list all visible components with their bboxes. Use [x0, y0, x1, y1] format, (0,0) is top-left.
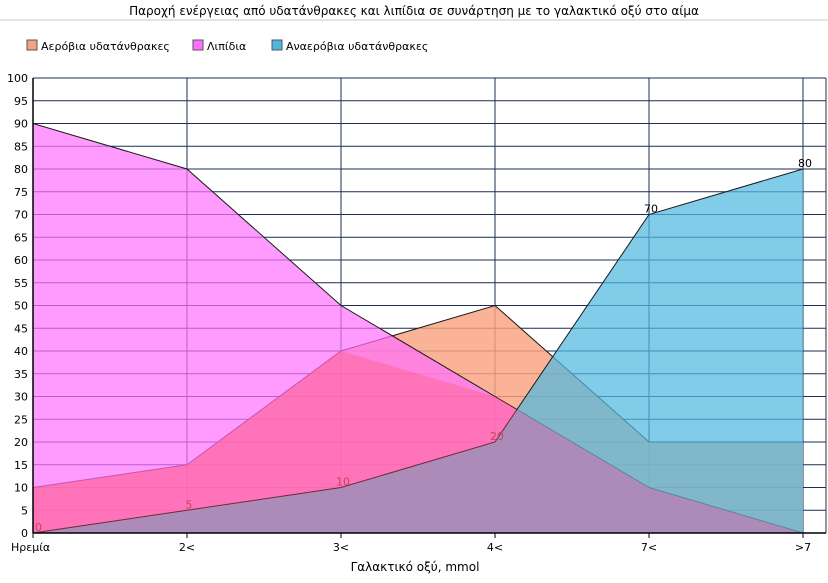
legend: Αερόβια υδατάνθρακες Λιπίδια Αναερόβια υδα…: [26, 39, 428, 53]
legend-label: Αερόβια υδατάνθρακες: [41, 40, 170, 53]
y-tick-label: 70: [14, 209, 28, 222]
y-tick-label: 35: [14, 368, 28, 381]
y-tick-label: 50: [14, 300, 28, 313]
y-tick-label: 75: [14, 186, 28, 199]
y-tick-label: 95: [14, 95, 28, 108]
y-tick-label: 60: [14, 254, 28, 267]
y-tick-label: 100: [7, 72, 28, 85]
y-tick-label: 65: [14, 231, 28, 244]
legend-item: Αερόβια υδατάνθρακες: [26, 39, 170, 53]
y-tick-label: 15: [14, 459, 28, 472]
y-tick-label: 10: [14, 482, 28, 495]
x-tick-label: 2<: [179, 541, 195, 554]
y-tick-label: 25: [14, 413, 28, 426]
x-tick-label: >7: [795, 541, 811, 554]
legend-item: Λιπίδια: [192, 39, 246, 53]
x-tick-label: 4<: [487, 541, 503, 554]
data-label: 70: [644, 203, 658, 216]
series-1-area: [33, 123, 803, 533]
legend-label: Αναερόβια υδατάνθρακες: [286, 40, 428, 53]
series-2-area: [33, 169, 803, 533]
x-tick-label: Ηρεμία: [11, 541, 50, 554]
data-label: 20: [490, 430, 504, 443]
series-2-line: [32, 168, 804, 534]
x-tick-label: 3<: [333, 541, 349, 554]
x-tick-label: 7<: [641, 541, 657, 554]
data-label: 0: [35, 521, 42, 534]
y-tick-label: 55: [14, 277, 28, 290]
y-tick-label: 30: [14, 391, 28, 404]
data-label: 10: [336, 476, 350, 489]
x-axis-label: Γαλακτικό οξύ, mmol: [351, 560, 480, 574]
y-tick-label: 20: [14, 436, 28, 449]
legend-item: Αναερόβια υδατάνθρακες: [271, 39, 428, 53]
legend-label: Λιπίδια: [207, 40, 246, 53]
legend-swatch: [26, 39, 38, 51]
data-label: 80: [798, 157, 812, 170]
chart-title: Παροχή ενέργειας από υδατάνθρακες και λι…: [129, 4, 699, 18]
y-tick-label: 40: [14, 345, 28, 358]
legend-swatch: [271, 39, 283, 51]
plot-area: 0510152025303540455055606570758085909510…: [7, 72, 827, 554]
y-tick-label: 80: [14, 163, 28, 176]
y-tick-label: 0: [21, 527, 28, 540]
y-tick-label: 90: [14, 118, 28, 131]
y-tick-label: 85: [14, 140, 28, 153]
y-tick-label: 45: [14, 322, 28, 335]
y-tick-label: 5: [21, 504, 28, 517]
legend-swatch: [192, 39, 204, 51]
data-label: 5: [186, 498, 193, 511]
overlap-area: [33, 351, 803, 533]
